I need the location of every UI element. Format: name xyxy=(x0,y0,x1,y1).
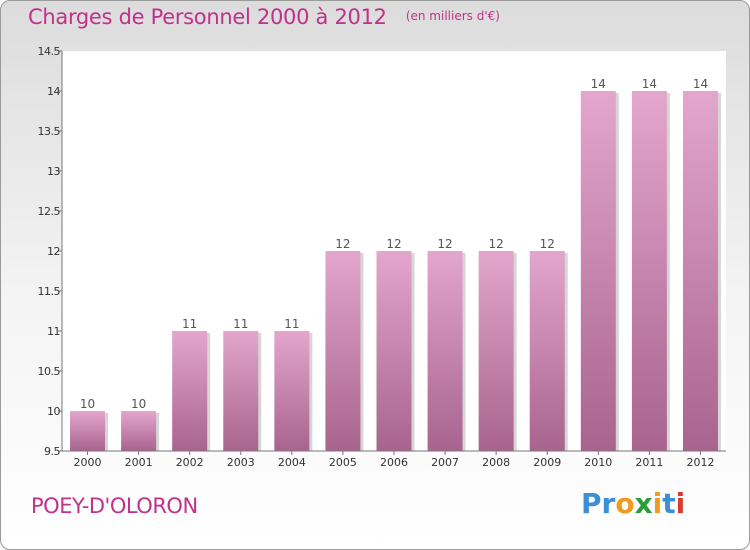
bar xyxy=(376,251,412,451)
bar xyxy=(70,411,106,451)
bar-value-label: 11 xyxy=(233,317,248,331)
y-tick-label: 12.5 xyxy=(38,205,61,218)
chart-title: Charges de Personnel 2000 à 2012 xyxy=(28,5,387,29)
bar-value-label: 11 xyxy=(284,317,299,331)
logo-letter: r xyxy=(601,487,616,520)
x-tick-label: 2010 xyxy=(584,456,612,469)
bar-value-label: 12 xyxy=(437,237,452,251)
x-tick-label: 2007 xyxy=(431,456,459,469)
axes-group: 2000 2001 2002 2003 2004 2005 2006 2007 2008 2009… xyxy=(38,45,726,469)
logo-letter: i xyxy=(652,487,663,520)
y-tick-label: 13.5 xyxy=(38,125,61,138)
bar xyxy=(274,331,310,451)
logo-letter: x xyxy=(634,487,653,520)
x-tick-label: 2004 xyxy=(278,456,306,469)
x-tick-label: 2001 xyxy=(125,456,153,469)
bar-value-label: 11 xyxy=(182,317,197,331)
y-tick-label: 14 xyxy=(47,85,60,98)
title-row: Charges de Personnel 2000 à 2012 (en mil… xyxy=(28,5,500,29)
bar-value-label: 12 xyxy=(386,237,401,251)
bar xyxy=(478,251,514,451)
bar-value-label: 12 xyxy=(335,237,350,251)
x-tick-label: 2005 xyxy=(329,456,357,469)
logo-letter: t xyxy=(662,487,676,520)
y-tick-label: 10 xyxy=(47,405,60,418)
bar xyxy=(172,331,208,451)
y-tick-label: 11.5 xyxy=(38,285,61,298)
y-tick-label: 11 xyxy=(47,325,60,338)
logo-letter: i xyxy=(675,487,686,520)
bar xyxy=(682,91,718,451)
bar-value-label: 10 xyxy=(131,397,146,411)
bar xyxy=(580,91,616,451)
bar xyxy=(529,251,565,451)
x-tick-label: 2006 xyxy=(380,456,408,469)
bar-value-label: 12 xyxy=(540,237,555,251)
proxiti-logo: Proxiti xyxy=(581,487,685,520)
x-tick-label: 2008 xyxy=(482,456,510,469)
bar xyxy=(631,91,667,451)
bar xyxy=(121,411,157,451)
x-tick-label: 2002 xyxy=(176,456,204,469)
y-tick-label: 12 xyxy=(47,245,60,258)
y-tick-label: 14.5 xyxy=(38,45,61,58)
bar xyxy=(325,251,361,451)
bars-group: 10 10 11 11 11 12 12 12 12 12 14 14 14 xyxy=(70,77,721,451)
y-tick-label: 9.5 xyxy=(44,445,60,458)
bar xyxy=(427,251,463,451)
x-tick-label: 2011 xyxy=(635,456,663,469)
x-tick-label: 2009 xyxy=(533,456,561,469)
logo-letter: o xyxy=(615,487,635,520)
bar xyxy=(223,331,259,451)
chart-unit: (en milliers d'€) xyxy=(405,9,500,23)
bar-value-label: 10 xyxy=(80,397,95,411)
x-tick-label: 2003 xyxy=(227,456,255,469)
x-tick-label: 2000 xyxy=(74,456,102,469)
commune-name: POEY-D'OLORON xyxy=(31,494,198,518)
bar-value-label: 14 xyxy=(693,77,708,91)
bar-value-label: 12 xyxy=(489,237,504,251)
logo-letter: P xyxy=(581,487,602,520)
y-tick-label: 13 xyxy=(47,165,60,178)
bar-value-label: 14 xyxy=(591,77,606,91)
bar-value-label: 14 xyxy=(642,77,657,91)
x-tick-label: 2012 xyxy=(686,456,714,469)
y-tick-label: 10.5 xyxy=(38,365,61,378)
